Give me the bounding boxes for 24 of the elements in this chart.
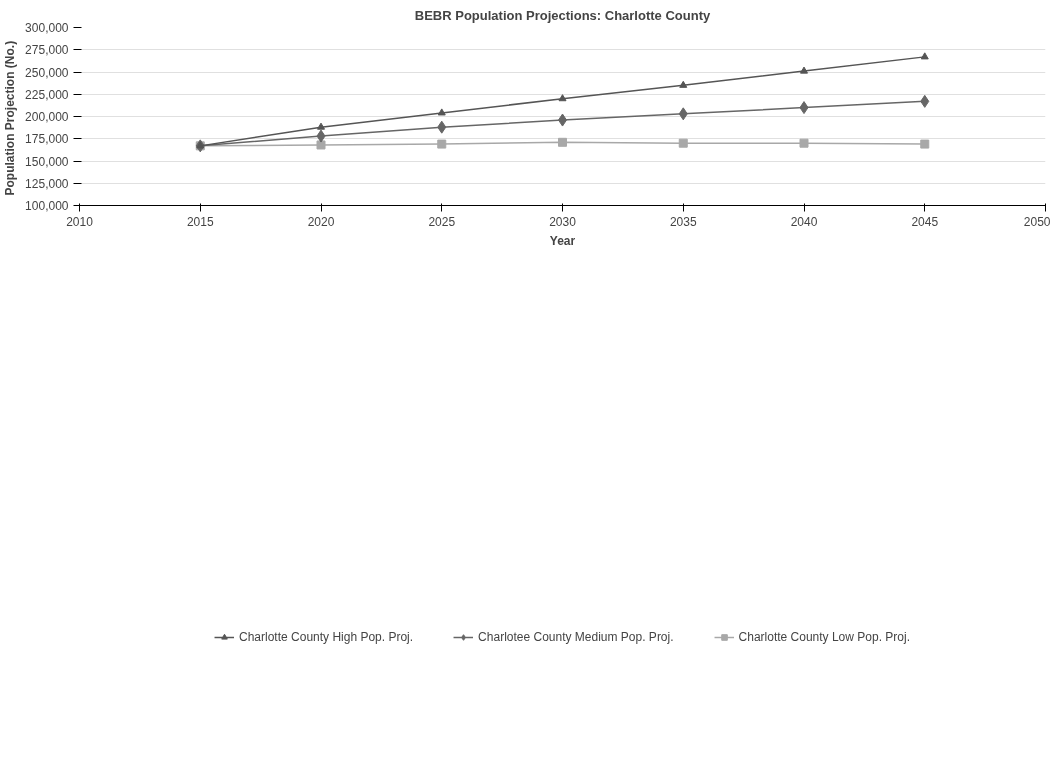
legend-label: Charlotte County Low Pop. Proj. (738, 629, 910, 644)
y-axis-title: Population Projection (No.) (3, 40, 18, 196)
x-tick-label: 2020 (307, 214, 335, 229)
y-tick-label: 250,000 (25, 65, 69, 80)
y-tick-label: 100,000 (25, 199, 69, 213)
x-tick-label: 2030 (549, 214, 577, 229)
x-tick-label: 2010 (66, 214, 94, 229)
legend-label: Charlotte County High Pop. Proj. (239, 629, 414, 644)
x-tick-label: 2050 (1023, 214, 1051, 229)
y-tick-label: 275,000 (25, 43, 69, 58)
chart-title: BEBR Population Projections: Charlotte County (414, 7, 711, 23)
x-axis-title: Year (549, 233, 576, 248)
x-tick-label: 2015 (186, 214, 214, 229)
y-tick-label: 150,000 (25, 154, 69, 169)
y-tick-label: 225,000 (25, 87, 69, 102)
x-tick-label: 2045 (911, 214, 939, 229)
y-tick-label: 125,000 (25, 176, 69, 191)
x-tick-label: 2035 (669, 214, 697, 229)
y-tick-label: 175,000 (25, 132, 69, 147)
x-tick-label: 2040 (790, 214, 818, 229)
x-tick-label: 2025 (428, 214, 456, 229)
legend-label: Charlotee County Medium Pop. Proj. (478, 629, 674, 644)
y-tick-label: 300,000 (25, 21, 69, 35)
y-tick-label: 200,000 (25, 110, 69, 124)
